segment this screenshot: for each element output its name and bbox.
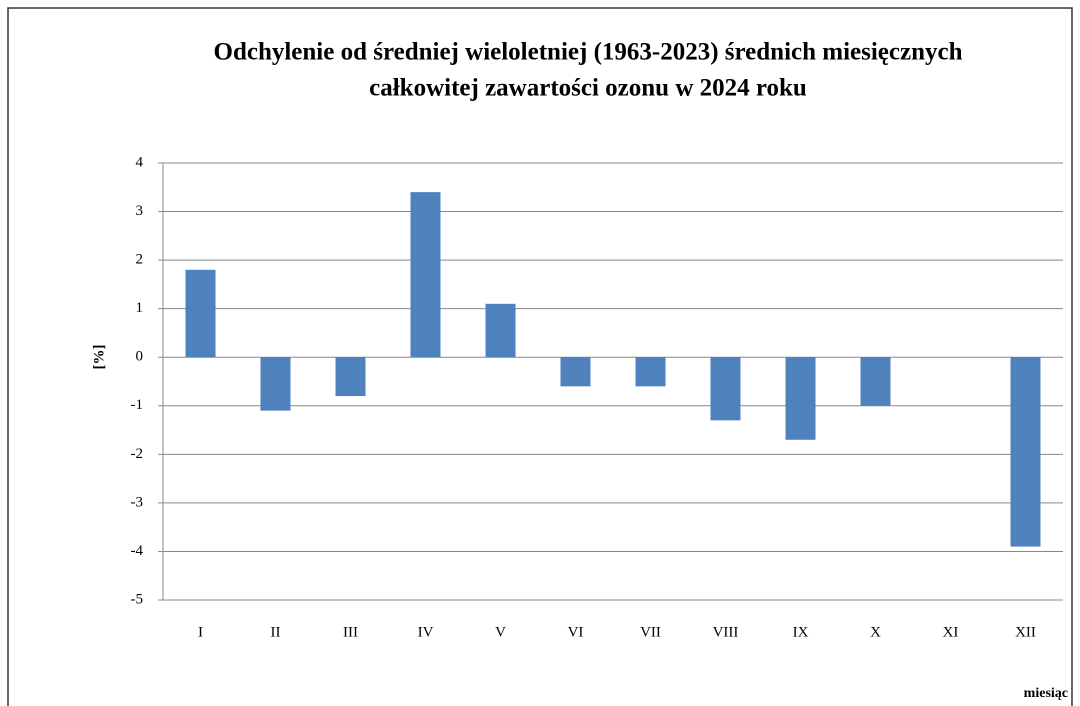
bar [485, 303, 516, 358]
frame [7, 7, 1073, 706]
x-tick-label: I [198, 624, 203, 640]
x-tick-label: VII [640, 624, 661, 640]
chart-title: całkowitej zawartości ozonu w 2024 roku [369, 75, 807, 102]
y-tick-label: 2 [136, 252, 144, 268]
bar [710, 357, 741, 421]
x-tick-label: IX [793, 624, 809, 640]
x-tick-label: VIII [713, 624, 739, 640]
x-tick-label: V [495, 624, 506, 640]
y-tick-label: 4 [136, 154, 144, 170]
bar [560, 357, 591, 387]
bar [635, 357, 666, 387]
bar [260, 357, 291, 411]
x-tick-label: XII [1015, 624, 1036, 640]
bar [1010, 357, 1041, 547]
y-tick-label: 0 [136, 349, 144, 365]
bar [410, 192, 441, 358]
bar [785, 357, 816, 440]
y-tick-label: -2 [131, 446, 144, 462]
bar [335, 357, 366, 397]
x-tick-label: XI [943, 624, 959, 640]
x-tick-label: III [343, 624, 358, 640]
y-tick-label: 3 [136, 203, 144, 219]
y-tick-label: -4 [131, 543, 144, 559]
y-axis-label: [%] [91, 345, 107, 370]
bar [185, 269, 216, 358]
y-tick-label: -5 [131, 591, 144, 607]
x-tick-label: II [271, 624, 281, 640]
chart-title: Odchylenie od średniej wieloletniej (196… [214, 39, 963, 66]
x-tick-label: VI [568, 624, 584, 640]
y-tick-label: -3 [131, 494, 144, 510]
x-axis-label: miesiąc [1024, 686, 1068, 701]
x-tick-label: X [870, 624, 881, 640]
y-tick-label: 1 [136, 300, 144, 316]
y-tick-label: -1 [131, 397, 144, 413]
x-tick-label: IV [418, 624, 434, 640]
bar [860, 357, 891, 406]
